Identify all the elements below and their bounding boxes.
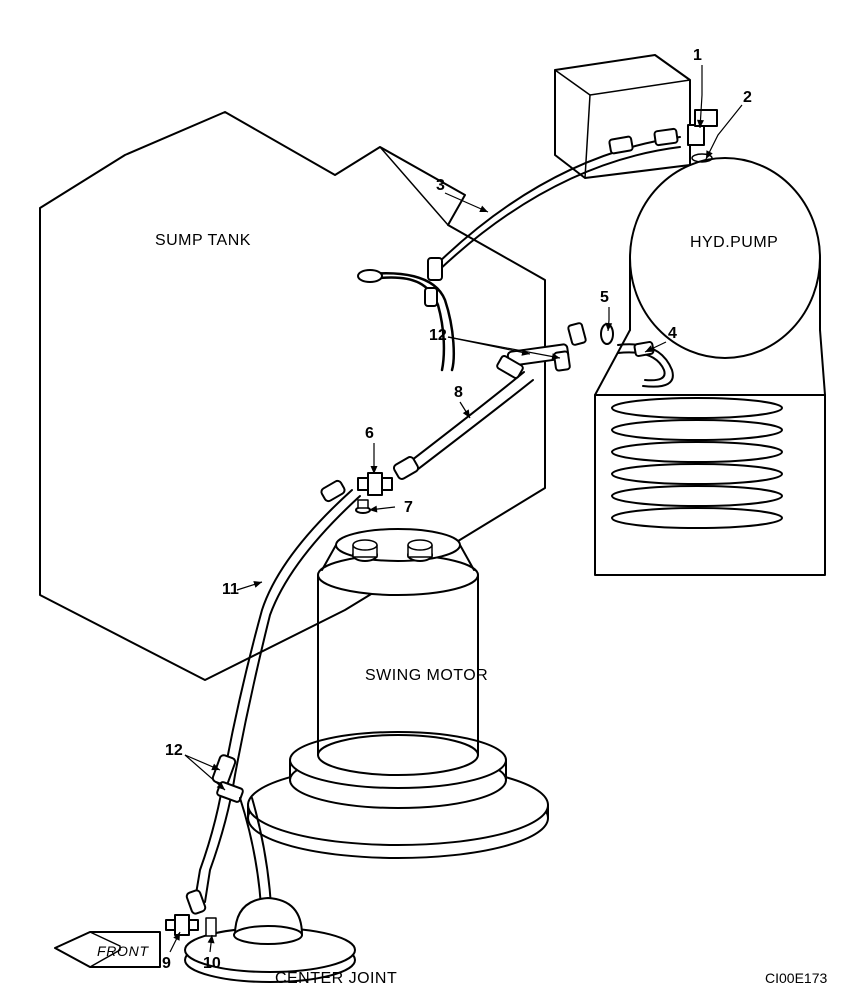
fitting-9: [166, 915, 198, 935]
callout-3: 3: [436, 177, 445, 194]
front-arrow-label: FRONT: [97, 943, 149, 959]
label-center-joint: CENTER JOINT: [275, 970, 397, 987]
hose-4: [618, 342, 673, 387]
callout-10: 10: [203, 955, 221, 972]
drawing-code: CI00E173: [765, 970, 827, 986]
callout-11: 11: [222, 581, 239, 598]
callout-8: 8: [454, 384, 463, 401]
callout-4: 4: [668, 325, 677, 342]
junction-12-lower: [212, 754, 244, 803]
callout-7: 7: [404, 499, 413, 516]
callout-2: 2: [743, 89, 752, 106]
port-under-hose3: [425, 288, 437, 306]
callout-1: 1: [693, 47, 702, 64]
callout-6: 6: [365, 425, 374, 442]
hyd-pump: [555, 55, 825, 575]
callout-12: 12: [165, 742, 183, 759]
label-hyd-pump: HYD.PUMP: [690, 234, 778, 251]
front-arrow: FRONT: [55, 932, 160, 967]
callout-12: 12: [429, 327, 447, 344]
fitting-1: [688, 110, 717, 162]
parts-diagram: FRONT: [0, 0, 844, 1000]
callout-5: 5: [600, 289, 609, 306]
label-swing-motor: SWING MOTOR: [365, 667, 488, 684]
sump-tank: [40, 112, 545, 680]
label-sump-tank: SUMP TANK: [155, 232, 251, 249]
callout-9: 9: [162, 955, 171, 972]
